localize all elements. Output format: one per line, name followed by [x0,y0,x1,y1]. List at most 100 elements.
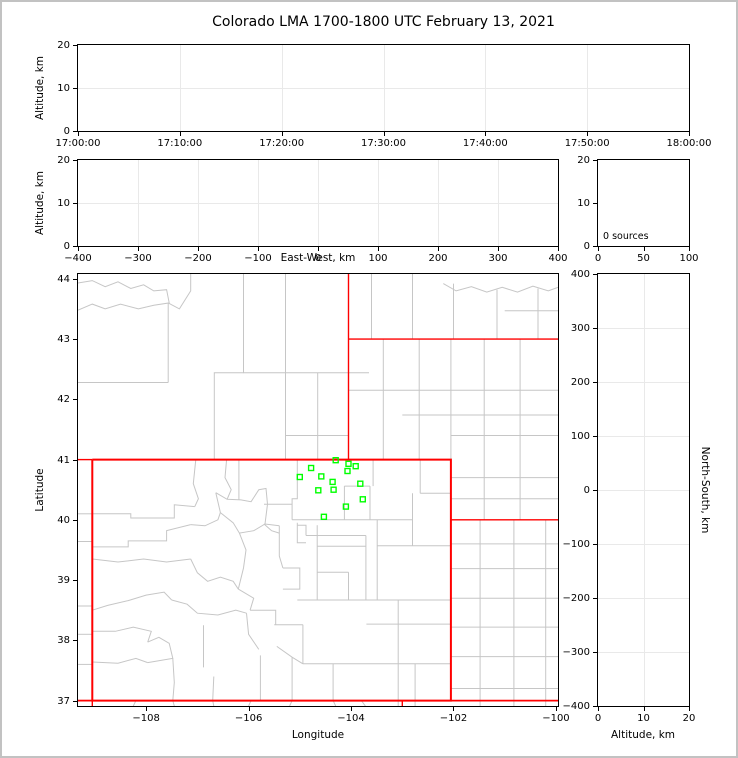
tick-label: −106 [234,713,263,724]
tick-label: 37 [57,695,70,707]
tick-label: 0 [594,713,602,724]
lma-station-marker [318,473,325,480]
lma-station-marker [330,486,337,493]
tick-mark [593,544,597,545]
tick-label: 10 [637,713,650,724]
county-boundary [213,274,244,460]
tick-label: 17:00:00 [55,138,101,149]
tick-mark [598,707,599,711]
tick-mark [73,640,77,642]
tick-label: 100 [570,431,590,442]
county-boundary [237,532,247,590]
tick-mark [73,700,77,702]
tick-mark [351,707,353,711]
tick-mark [643,707,645,711]
tick-mark [258,247,259,251]
lma-station-marker [315,487,322,494]
tick-label: −108 [132,713,160,724]
tick-mark [689,132,690,136]
tick-mark [593,246,597,247]
tick-label: −400 [562,701,590,712]
tick-mark [383,132,385,136]
tick-label: 0 [314,253,322,264]
source-count-label: 0 sources [603,230,649,242]
tick-mark [643,247,645,251]
map-xlabel: Longitude [291,729,345,741]
tick-label: 10 [57,83,70,94]
tick-label: 43 [57,334,70,346]
lma-station-marker [307,464,315,472]
tick-mark [498,247,499,251]
tick-mark [73,519,77,521]
lma-station-marker [332,456,339,464]
county-boundary [238,588,255,611]
county-boundary [190,512,221,527]
lma-station-marker [359,496,366,503]
county-boundary [224,459,232,500]
lma-station-marker [320,513,328,521]
county-boundary [278,525,284,569]
tick-label: 18:00:00 [666,138,712,149]
tick-label: 0 [63,241,70,252]
tick-mark [73,399,77,401]
colorado-map [78,274,558,706]
ns-panel-ylabel: North-South, km [699,446,711,534]
tick-mark [78,132,79,136]
state-border [91,458,452,702]
tick-label: 100 [679,253,699,264]
tick-label: −300 [124,253,152,264]
tick-mark [318,247,319,251]
tick-label: 400 [570,269,590,280]
lma-station-marker [357,480,364,487]
tick-mark [78,247,79,251]
tick-mark [73,278,77,280]
tick-label: 300 [488,253,508,264]
county-boundary [147,636,174,664]
county-boundary [78,280,170,311]
tick-label: 0 [583,485,590,496]
tick-label: 0 [63,126,70,137]
county-boundary [171,599,247,616]
tick-mark [378,247,379,251]
county-boundary [263,523,280,534]
tick-mark [593,274,597,275]
tick-mark [138,247,139,251]
tick-mark [73,160,77,161]
county-boundary [215,487,268,505]
tick-mark [73,88,77,89]
tick-mark [598,247,599,251]
county-boundary [291,459,298,520]
tick-label: −100 [244,253,272,264]
tick-label: 17:30:00 [361,138,406,149]
tick-label: 10 [577,198,590,209]
grid-line [78,203,558,204]
tick-mark [73,246,77,247]
panel-source-histogram: 0 sources [597,159,690,247]
lma-station-marker [345,460,352,468]
county-boundary [282,567,301,590]
tick-label: 20 [57,40,70,51]
map-ylabel: Latitude [34,468,46,512]
tick-mark [587,132,589,136]
tick-label: 0 [583,241,590,252]
county-boundary [250,609,277,625]
tick-mark [73,459,77,461]
tick-mark [485,132,487,136]
tick-label: 100 [368,253,388,264]
tick-mark [593,598,597,599]
county-boundary [192,459,199,507]
tick-label: 400 [548,253,568,264]
county-boundary [264,504,268,525]
tick-mark [248,707,250,711]
grid-line [643,274,645,706]
county-boundary [172,658,175,706]
tick-mark [593,328,597,329]
tick-label: −400 [64,253,92,264]
tick-label: 40 [57,514,70,526]
tick-mark [73,580,77,582]
county-boundary [190,558,239,590]
tick-mark [689,707,690,711]
tick-label: 10 [57,198,70,209]
tick-mark [73,203,77,204]
